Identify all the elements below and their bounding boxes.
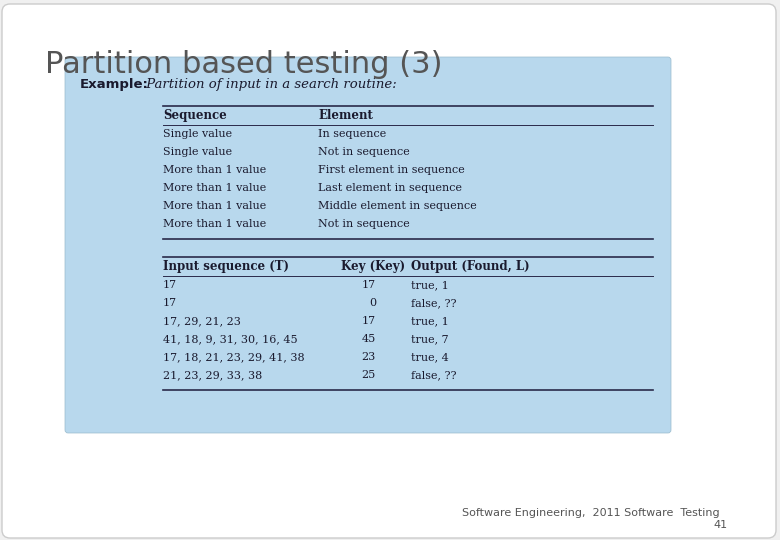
Text: 45: 45 [362,334,376,344]
FancyBboxPatch shape [2,4,776,538]
Text: true, 4: true, 4 [411,352,448,362]
Text: Key (Key): Key (Key) [341,260,405,273]
Text: Output (Found, L): Output (Found, L) [411,260,530,273]
Text: Single value: Single value [163,147,232,157]
Text: In sequence: In sequence [318,129,386,139]
Text: Example:: Example: [80,78,149,91]
Text: Element: Element [318,109,373,122]
Text: Middle element in sequence: Middle element in sequence [318,201,477,211]
Text: 17: 17 [362,316,376,326]
Text: Last element in sequence: Last element in sequence [318,183,462,193]
Text: 25: 25 [362,370,376,380]
Text: Not in sequence: Not in sequence [318,219,410,229]
Text: Software Engineering,  2011 Software  Testing: Software Engineering, 2011 Software Test… [463,508,720,518]
Text: Partition of input in a search routine:: Partition of input in a search routine: [142,78,397,91]
Text: 21, 23, 29, 33, 38: 21, 23, 29, 33, 38 [163,370,262,380]
Text: false, ??: false, ?? [411,298,456,308]
Text: 0: 0 [369,298,376,308]
FancyBboxPatch shape [65,57,671,433]
Text: More than 1 value: More than 1 value [163,201,266,211]
Text: true, 1: true, 1 [411,316,448,326]
Text: Input sequence (T): Input sequence (T) [163,260,289,273]
Text: 41, 18, 9, 31, 30, 16, 45: 41, 18, 9, 31, 30, 16, 45 [163,334,298,344]
Text: 17, 29, 21, 23: 17, 29, 21, 23 [163,316,241,326]
Text: true, 7: true, 7 [411,334,448,344]
Text: true, 1: true, 1 [411,280,448,290]
Text: Partition based testing (3): Partition based testing (3) [45,50,442,79]
Text: 17: 17 [163,280,177,290]
Text: 17: 17 [362,280,376,290]
Text: More than 1 value: More than 1 value [163,165,266,175]
Text: 17: 17 [163,298,177,308]
Text: More than 1 value: More than 1 value [163,183,266,193]
Text: More than 1 value: More than 1 value [163,219,266,229]
Text: Sequence: Sequence [163,109,227,122]
Text: First element in sequence: First element in sequence [318,165,465,175]
Text: 23: 23 [362,352,376,362]
Text: Not in sequence: Not in sequence [318,147,410,157]
Text: 41: 41 [713,520,727,530]
Text: false, ??: false, ?? [411,370,456,380]
Text: 17, 18, 21, 23, 29, 41, 38: 17, 18, 21, 23, 29, 41, 38 [163,352,305,362]
Text: Single value: Single value [163,129,232,139]
